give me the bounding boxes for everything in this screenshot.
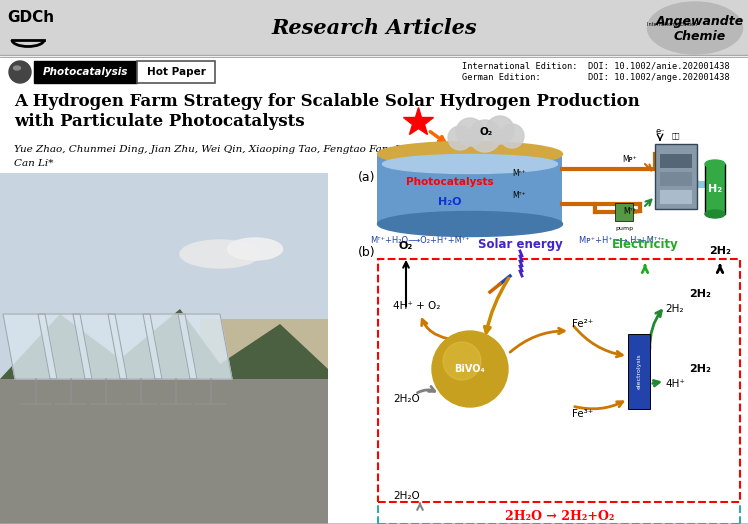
Bar xyxy=(660,154,692,168)
Text: 2H₂: 2H₂ xyxy=(709,246,731,256)
Text: 4H⁺ + O₂: 4H⁺ + O₂ xyxy=(393,301,441,311)
Text: 2H₂O: 2H₂O xyxy=(393,491,420,501)
Polygon shape xyxy=(108,314,162,379)
Text: 2H₂O: 2H₂O xyxy=(393,394,420,404)
Text: 2H₂: 2H₂ xyxy=(665,304,684,314)
Text: International Edition: International Edition xyxy=(647,21,697,27)
Ellipse shape xyxy=(648,2,743,54)
Text: O₂: O₂ xyxy=(479,127,493,137)
Ellipse shape xyxy=(180,240,260,268)
Circle shape xyxy=(448,126,472,150)
Bar xyxy=(660,172,692,186)
Text: Electricity: Electricity xyxy=(612,238,678,251)
Text: Research Articles: Research Articles xyxy=(272,18,476,38)
Bar xyxy=(660,190,692,204)
Text: Chemie: Chemie xyxy=(674,29,726,42)
Polygon shape xyxy=(3,314,57,379)
Text: (b): (b) xyxy=(358,246,375,259)
Text: pump: pump xyxy=(615,226,633,231)
Circle shape xyxy=(432,331,508,407)
Bar xyxy=(34,61,137,83)
Text: H₂: H₂ xyxy=(708,184,722,194)
Text: (a): (a) xyxy=(358,171,375,184)
Text: Hot Paper: Hot Paper xyxy=(147,67,206,77)
Text: A Hydrogen Farm Strategy for Scalable Solar Hydrogen Production: A Hydrogen Farm Strategy for Scalable So… xyxy=(14,93,640,110)
Polygon shape xyxy=(73,314,127,379)
Bar xyxy=(0,379,328,524)
Bar xyxy=(0,173,328,379)
Circle shape xyxy=(9,61,31,83)
Polygon shape xyxy=(143,314,197,379)
Text: with Particulate Photocatalysts: with Particulate Photocatalysts xyxy=(14,113,304,130)
Bar xyxy=(628,334,650,409)
Bar xyxy=(137,61,215,83)
Ellipse shape xyxy=(382,155,557,173)
Text: GDCh: GDCh xyxy=(7,10,54,25)
Text: e⁻: e⁻ xyxy=(655,127,665,136)
Text: 2H₂: 2H₂ xyxy=(689,289,711,299)
Text: Can Li*: Can Li* xyxy=(14,159,54,168)
Bar xyxy=(705,164,725,214)
Polygon shape xyxy=(0,309,328,379)
Bar xyxy=(200,319,328,379)
Text: 2H₂: 2H₂ xyxy=(689,364,711,374)
Ellipse shape xyxy=(378,212,562,236)
Bar xyxy=(615,203,633,221)
Circle shape xyxy=(469,120,501,152)
Circle shape xyxy=(486,116,514,144)
Text: Yue Zhao, Chunmei Ding, Jian Zhu, Wei Qin, Xiaoping Tao, Fengtao Fan, Rengui Li,: Yue Zhao, Chunmei Ding, Jian Zhu, Wei Qi… xyxy=(14,145,476,154)
Text: International Edition:  DOI: 10.1002/anie.202001438: International Edition: DOI: 10.1002/anie… xyxy=(462,61,730,71)
Text: 2H₂O → 2H₂+O₂: 2H₂O → 2H₂+O₂ xyxy=(506,509,615,522)
Polygon shape xyxy=(178,314,232,379)
Text: electrolysis: electrolysis xyxy=(637,354,642,389)
Text: H₂O: H₂O xyxy=(438,197,462,207)
Ellipse shape xyxy=(13,66,20,70)
Circle shape xyxy=(456,118,484,146)
Ellipse shape xyxy=(705,160,725,168)
Text: Angewandte: Angewandte xyxy=(656,15,744,27)
Text: Fe³⁺: Fe³⁺ xyxy=(572,409,593,419)
Text: 4H⁺: 4H⁺ xyxy=(665,379,685,389)
Ellipse shape xyxy=(378,141,562,167)
Text: Mᴘ⁺: Mᴘ⁺ xyxy=(622,155,637,163)
Circle shape xyxy=(443,342,481,380)
Text: Mᵀ⁺: Mᵀ⁺ xyxy=(623,206,637,215)
Text: Mⁿ⁺: Mⁿ⁺ xyxy=(512,169,526,179)
Text: German Edition:         DOI: 10.1002/ange.202001438: German Edition: DOI: 10.1002/ange.202001… xyxy=(462,73,730,82)
Text: Mᵀ⁺: Mᵀ⁺ xyxy=(512,191,526,201)
Bar xyxy=(378,154,562,224)
Bar xyxy=(0,0,748,55)
Text: Photocatalysts: Photocatalysts xyxy=(406,177,494,187)
Text: Mᵀ⁺+H₂O⟶O₂+H⁺+Mᵀ⁺: Mᵀ⁺+H₂O⟶O₂+H⁺+Mᵀ⁺ xyxy=(370,236,470,245)
Text: Solar energy: Solar energy xyxy=(478,238,562,251)
Text: Fe²⁺: Fe²⁺ xyxy=(572,319,593,329)
Text: ⬛🏭: ⬛🏭 xyxy=(672,133,680,139)
Polygon shape xyxy=(38,314,92,379)
Ellipse shape xyxy=(227,238,283,260)
Text: Photocatalysis: Photocatalysis xyxy=(43,67,128,77)
Text: O₂: O₂ xyxy=(399,241,413,251)
Ellipse shape xyxy=(705,210,725,218)
Bar xyxy=(655,144,697,209)
Text: BiVO₄: BiVO₄ xyxy=(455,364,485,374)
Circle shape xyxy=(500,124,524,148)
Text: Mᴘ⁺+H⁺ ⟶ H₂+Mᵀ⁺: Mᴘ⁺+H⁺ ⟶ H₂+Mᵀ⁺ xyxy=(579,236,661,245)
